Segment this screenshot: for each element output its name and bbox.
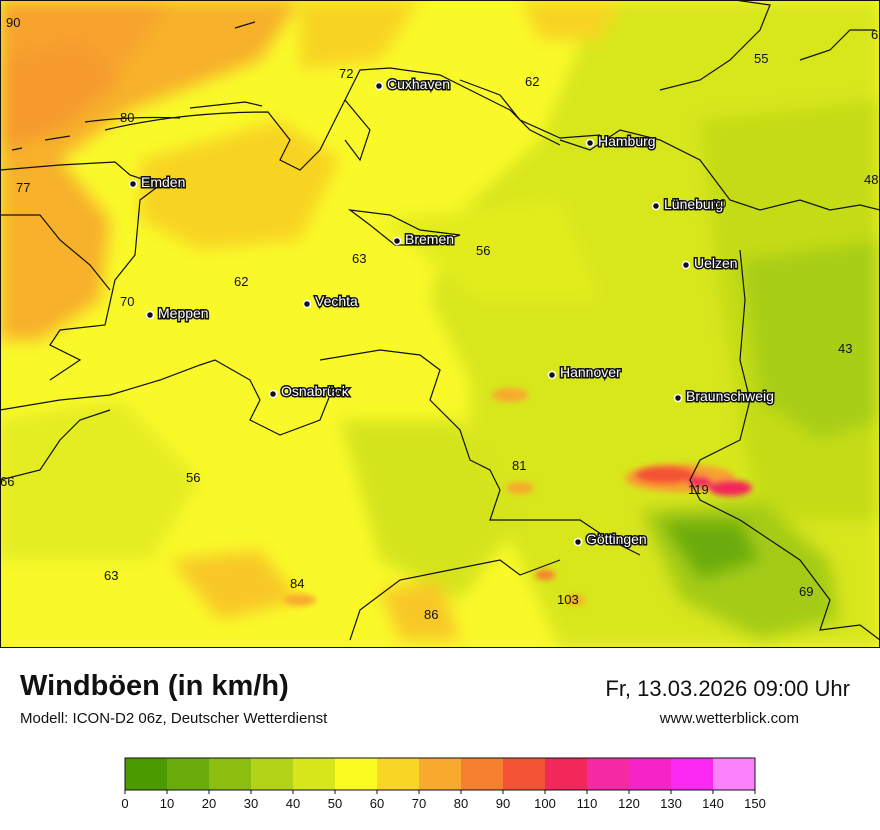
website-link[interactable]: www.wetterblick.com [659,710,799,727]
value-label: 69 [799,584,813,599]
legend-tick-label: 90 [496,796,510,811]
legend-swatch [587,758,629,790]
legend-tick-label: 110 [577,796,598,811]
legend-swatch [671,758,713,790]
legend-frame [124,757,756,791]
legend-swatch [419,758,461,790]
legend-swatch [209,758,251,790]
value-label: 84 [290,576,304,591]
value-label: 63 [104,568,118,583]
gust-hotspots [284,388,752,606]
legend-swatch [713,758,755,790]
city-dot-hamburg [585,138,595,148]
city-dot-cuxhaven [374,81,384,91]
legend-scale: 0 10 20 30 40 50 60 70 80 90 100 110 120 130 140 150 [121,757,766,811]
value-label: 77 [16,180,30,195]
city-label-hamburg: Hamburg [598,133,656,149]
legend-tick-label: 60 [370,796,384,811]
city-label-bremen: Bremen [405,231,454,247]
city-label-meppen: Meppen [158,305,209,321]
value-label: 48 [864,172,878,187]
value-label: 62 [525,74,539,89]
legend-tick-label: 40 [286,796,300,811]
value-label: 63 [352,251,366,266]
legend-tick-label: 50 [328,796,342,811]
value-label: 80 [120,110,134,125]
value-label: 86 [424,607,438,622]
city-label-osnabrueck: Osnabrück [281,383,350,399]
legend-tick-label: 70 [412,796,426,811]
value-label: 56 [476,243,490,258]
value-label: 66 [0,474,14,489]
city-dot-meppen [145,310,155,320]
legend-tick-label: 100 [534,796,556,811]
legend-tick-label: 150 [744,796,766,811]
legend-swatch [503,758,545,790]
city-labels: Cuxhaven Hamburg Emden Lüneburg Bremen U… [140,75,776,549]
city-dot-osnabrueck [268,389,278,399]
value-label: 70 [120,294,134,309]
city-label-uelzen: Uelzen [694,255,738,271]
city-label-braunschweig: Braunschweig [686,388,774,404]
city-dot-braunschweig [673,393,683,403]
legend-swatch [167,758,209,790]
value-label: 50 [712,196,726,211]
legend-swatch [545,758,587,790]
value-label: 56 [186,470,200,485]
city-label-emden: Emden [141,174,185,190]
model-info: Modell: ICON-D2 06z, Deutscher Wetterdie… [20,710,328,727]
value-label: 67 [330,385,344,400]
city-dot-vechta [302,299,312,309]
value-label: 43 [838,341,852,356]
value-label: 6 [871,27,878,42]
value-label: 72 [339,66,353,81]
city-dot-bremen [392,236,402,246]
city-dot-goettingen [573,537,583,547]
city-label-vechta: Vechta [315,293,358,309]
city-dot-emden [128,179,138,189]
legend-tick-label: 140 [702,796,724,811]
forecast-datetime: Fr, 13.03.2026 09:00 Uhr [605,676,850,701]
city-label-lueneburg: Lüneburg [664,196,723,212]
legend-swatch [629,758,671,790]
legend-tick-label: 30 [244,796,258,811]
legend-tick-label: 20 [202,796,216,811]
legend-tick-label: 120 [618,796,640,811]
value-label: 81 [512,458,526,473]
borders [0,0,880,641]
legend-tick-label: 130 [660,796,682,811]
value-label: 119 [688,482,709,497]
value-label: 62 [234,274,248,289]
legend-tick-label: 80 [454,796,468,811]
legend-swatch [293,758,335,790]
city-dot-uelzen [681,260,691,270]
legend-swatch [335,758,377,790]
legend-swatch [461,758,503,790]
value-label: 55 [754,51,768,66]
wind-gust-map: Cuxhaven Hamburg Emden Lüneburg Bremen U… [0,0,880,648]
legend-swatch [125,758,167,790]
city-label-goettingen: Göttingen [586,531,647,547]
value-label: 90 [6,15,20,30]
city-markers [128,81,691,547]
gust-value-labels: 90 72 62 55 6 80 77 48 50 63 56 62 70 43… [0,15,878,622]
legend-swatch [251,758,293,790]
legend-swatch [377,758,419,790]
city-dot-hannover [547,370,557,380]
city-label-cuxhaven: Cuxhaven [387,76,450,92]
legend-tick-label: 10 [160,796,174,811]
city-dot-lueneburg [651,201,661,211]
legend-tick-label: 0 [121,796,128,811]
map-title: Windböen (in km/h) [20,670,289,702]
color-legend: 0 10 20 30 40 50 60 70 80 90 100 110 120 130 140 150 [0,750,880,820]
city-label-hannover: Hannover [560,364,621,380]
value-label: 103 [557,592,579,607]
